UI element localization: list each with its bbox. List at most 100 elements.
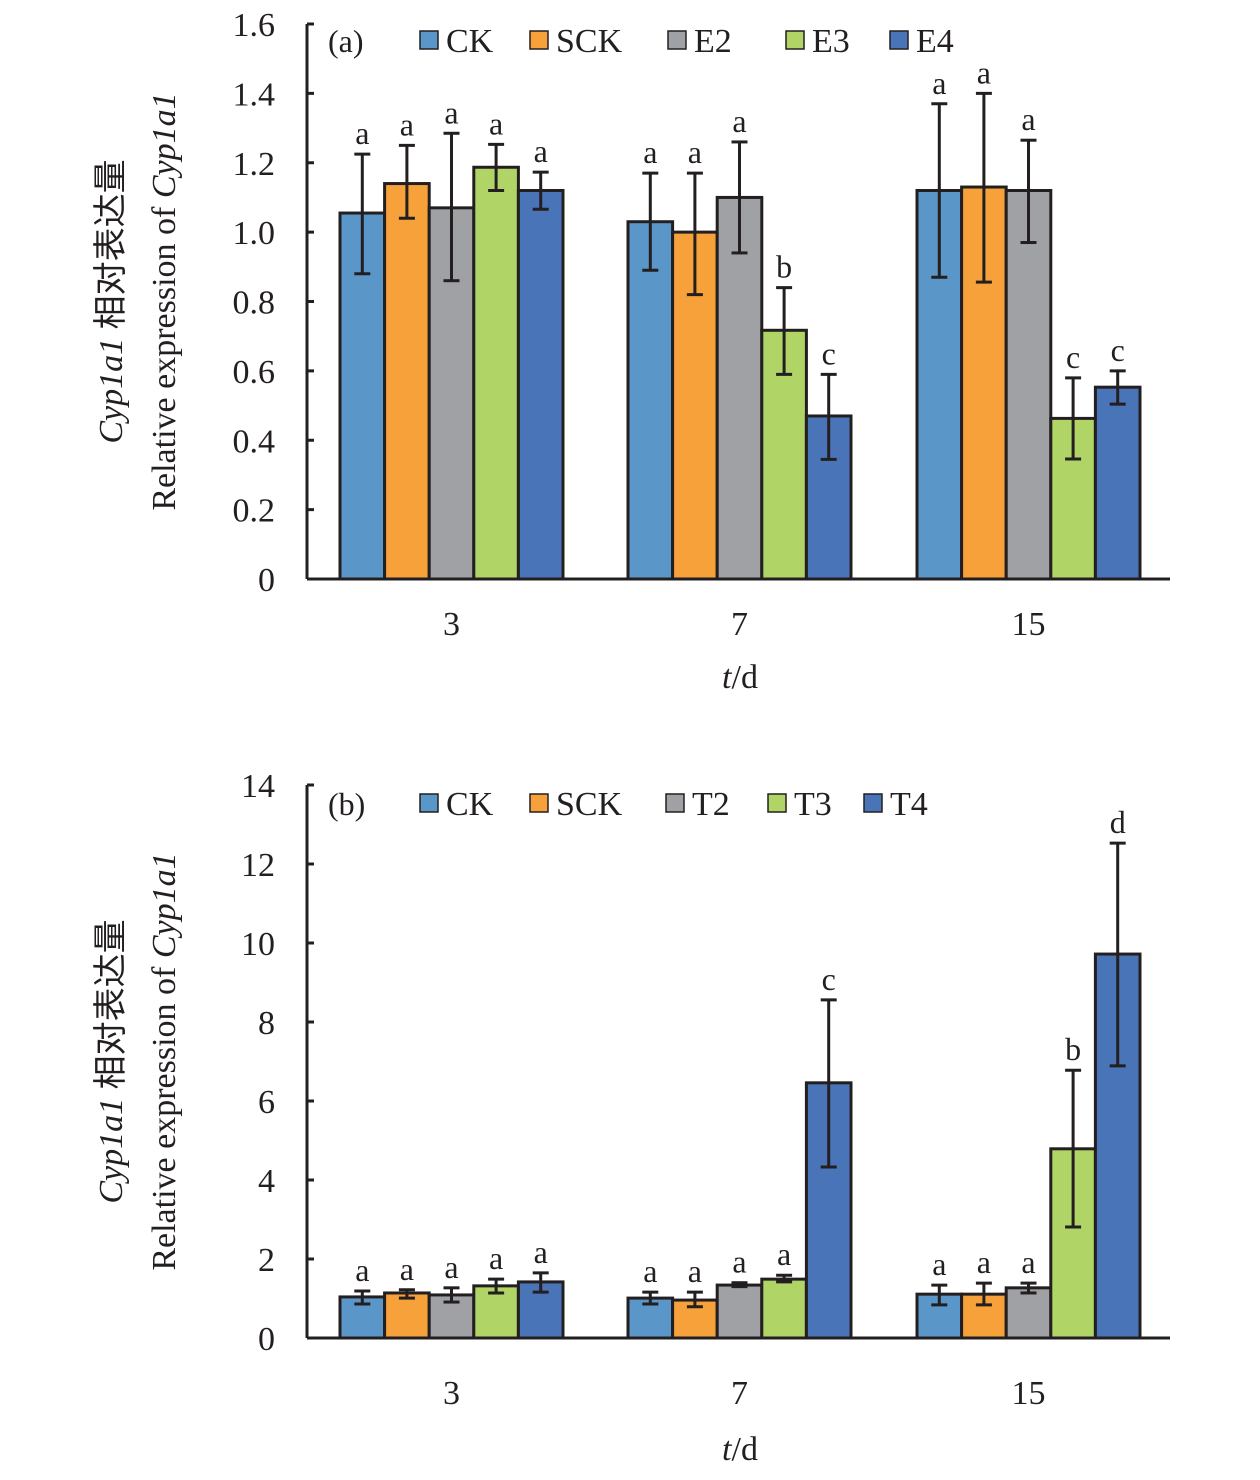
- significance-letter: a: [355, 115, 369, 151]
- bar-sck-day-3: [383, 182, 431, 581]
- significance-letter: a: [534, 1234, 548, 1270]
- legend-swatch-sck: [529, 793, 549, 813]
- y-axis-title-gene: Cyp1a1: [93, 1098, 130, 1204]
- significance-letter: a: [643, 1253, 657, 1289]
- significance-letter: a: [534, 133, 548, 169]
- significance-letter: a: [977, 54, 991, 90]
- bar-ck-day-7: [626, 220, 675, 581]
- significance-letter: a: [777, 1236, 791, 1272]
- bar-e4-day-3: [516, 189, 565, 581]
- legend-label-ck: CK: [446, 23, 494, 60]
- bar-t3-day-7: [760, 1277, 808, 1340]
- bar-e2-day-15: [1004, 189, 1053, 581]
- significance-letter: c: [1066, 339, 1080, 375]
- significance-letter: a: [489, 1240, 503, 1276]
- legend-label-sck: SCK: [556, 786, 623, 823]
- y-tick-label: 0: [258, 562, 275, 599]
- significance-letter: a: [732, 103, 746, 139]
- y-tick-label: 14: [241, 768, 275, 805]
- x-category-label: 7: [731, 1375, 748, 1412]
- y-tick-label: 1.4: [233, 76, 276, 113]
- significance-letter: a: [400, 1251, 414, 1287]
- legend-label-e2: E2: [694, 23, 732, 60]
- legend-label-t3: T3: [794, 786, 832, 823]
- x-axis-title: t/d: [722, 659, 758, 696]
- x-category-label: 15: [1012, 606, 1046, 643]
- y-tick-label: 4: [258, 1163, 275, 1200]
- significance-letter: c: [822, 961, 836, 997]
- x-axis-title-unit: /d: [732, 659, 758, 696]
- significance-letter: b: [776, 249, 792, 285]
- y-axis-title-english-text: Relative expression of: [146, 958, 183, 1271]
- significance-letter: d: [1110, 804, 1126, 840]
- y-axis-title-chinese-text: 相对表达量: [92, 919, 130, 1098]
- bar-t2-day-7: [715, 1283, 764, 1340]
- x-axis-title: t/d: [722, 1431, 758, 1468]
- significance-letter: a: [400, 106, 414, 142]
- bar-e2-day-7: [715, 195, 764, 581]
- significance-letter: a: [444, 1249, 458, 1285]
- legend-swatch-e2: [667, 30, 687, 50]
- y-tick-label: 0.8: [233, 285, 276, 322]
- legend-label-sck: SCK: [556, 23, 623, 60]
- y-tick-label: 0: [258, 1321, 275, 1358]
- significance-letter: a: [932, 65, 946, 101]
- significance-letter: a: [688, 134, 702, 170]
- y-axis-title-english-text: Relative expression of: [146, 198, 183, 511]
- x-axis-title-variable: t: [722, 659, 733, 696]
- legend-swatch-t4: [863, 793, 883, 813]
- bar-sck-day-3: [383, 1291, 431, 1340]
- legend-label-t2: T2: [692, 786, 730, 823]
- panel-label: (a): [328, 23, 364, 59]
- y-axis-title-english-gene: Cyp1a1: [146, 92, 183, 198]
- x-category-label: 3: [443, 1375, 460, 1412]
- legend-swatch-e4: [889, 30, 909, 50]
- y-axis-title-english: Relative expression of Cyp1a1: [146, 852, 183, 1270]
- legend-swatch-ck: [419, 793, 439, 813]
- legend-label-t4: T4: [890, 786, 928, 823]
- y-tick-label: 0.6: [233, 354, 276, 391]
- significance-letter: a: [932, 1246, 946, 1282]
- y-tick-label: 8: [258, 1005, 275, 1042]
- significance-letter: a: [355, 1252, 369, 1288]
- x-category-label: 15: [1012, 1375, 1046, 1412]
- y-axis-title-gene: Cyp1a1: [93, 338, 130, 444]
- legend-label-e4: E4: [916, 23, 954, 60]
- significance-letter: a: [977, 1244, 991, 1280]
- legend-label-ck: CK: [446, 786, 494, 823]
- significance-letter: a: [643, 134, 657, 170]
- bar-t2-day-15: [1004, 1286, 1053, 1340]
- y-tick-label: 0.4: [233, 423, 276, 460]
- y-axis-title-chinese: Cyp1a1 相对表达量: [92, 919, 130, 1203]
- significance-letter: a: [489, 105, 503, 141]
- y-tick-label: 1.6: [233, 7, 276, 44]
- y-tick-label: 1.0: [233, 215, 276, 252]
- significance-letter: a: [1021, 1244, 1035, 1280]
- x-category-label: 3: [443, 606, 460, 643]
- legend-swatch-t2: [665, 793, 685, 813]
- legend-swatch-t3: [767, 793, 787, 813]
- legend-swatch-sck: [529, 30, 549, 50]
- y-tick-label: 2: [258, 1242, 275, 1279]
- significance-letter: c: [1111, 332, 1125, 368]
- legend-label-e3: E3: [812, 23, 850, 60]
- x-category-label: 7: [731, 606, 748, 643]
- significance-letter: a: [732, 1244, 746, 1280]
- significance-letter: a: [1021, 101, 1035, 137]
- y-axis-title-chinese-text: 相对表达量: [92, 159, 130, 338]
- legend-swatch-e3: [785, 30, 805, 50]
- significance-letter: a: [444, 94, 458, 130]
- bar-e4-day-15: [1093, 385, 1142, 581]
- y-axis-title-chinese: Cyp1a1 相对表达量: [92, 159, 130, 443]
- x-axis-title-variable: t: [722, 1431, 733, 1468]
- significance-letter: a: [688, 1253, 702, 1289]
- y-tick-label: 10: [241, 926, 275, 963]
- x-axis-title-unit: /d: [732, 1431, 758, 1468]
- legend-swatch-ck: [419, 30, 439, 50]
- y-tick-label: 0.2: [233, 493, 276, 530]
- significance-letter: c: [822, 335, 836, 371]
- y-axis-title-english: Relative expression of Cyp1a1: [146, 92, 183, 510]
